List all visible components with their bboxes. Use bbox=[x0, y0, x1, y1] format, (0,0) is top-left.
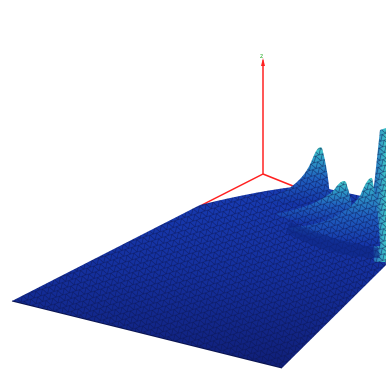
x-axis bbox=[195, 173, 264, 209]
surface-floor-edge bbox=[11, 300, 283, 369]
surface-peak-3-mesh bbox=[288, 177, 380, 247]
surface-trough-shading bbox=[286, 222, 380, 258]
z-axis-arrow bbox=[261, 58, 265, 66]
surface-plot bbox=[11, 128, 386, 369]
surface-peak-2-mesh bbox=[276, 181, 354, 226]
surface-peak-1-mesh bbox=[262, 147, 330, 206]
z-axis-label: z bbox=[260, 53, 263, 60]
